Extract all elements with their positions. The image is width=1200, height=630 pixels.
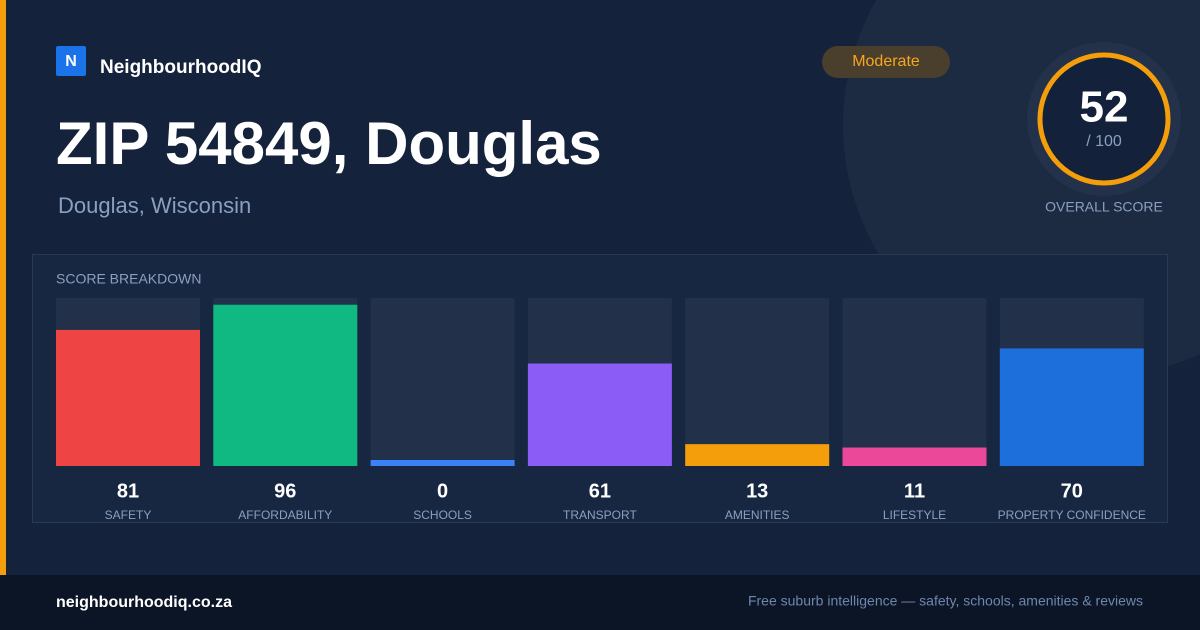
bar-value: 70 — [1061, 480, 1083, 502]
bar-value: 61 — [589, 480, 611, 502]
breakdown-title: SCORE BREAKDOWN — [56, 271, 201, 287]
brand-icon-letter: N — [65, 53, 77, 70]
badge-text: Moderate — [852, 53, 920, 70]
bar — [370, 460, 515, 466]
title: ZIP 54849, Douglas — [56, 110, 602, 177]
bar-label: AFFORDABILITY — [238, 508, 332, 522]
subtitle: Douglas, Wisconsin — [58, 193, 251, 218]
accent-stripe — [0, 0, 6, 575]
bar-label: SAFETY — [105, 508, 152, 522]
bar-label: AMENITIES — [725, 508, 790, 522]
score-max: / 100 — [1086, 133, 1122, 150]
brand-icon — [56, 46, 86, 76]
bar-label: SCHOOLS — [413, 508, 472, 522]
footer-tagline: Free suburb intelligence — safety, schoo… — [748, 593, 1143, 609]
bar-label: LIFESTYLE — [883, 508, 946, 522]
score-value: 52 — [1080, 83, 1129, 132]
bar-value: 13 — [746, 480, 768, 502]
bar-value: 96 — [274, 480, 296, 502]
bar — [685, 444, 830, 466]
bar-value: 11 — [904, 480, 925, 502]
bar-label: PROPERTY CONFIDENCE — [998, 508, 1146, 522]
bar-label: TRANSPORT — [563, 508, 637, 522]
badge — [822, 46, 950, 78]
bar — [56, 329, 200, 466]
score-label: OVERALL SCORE — [1045, 199, 1163, 215]
footer — [0, 575, 1200, 630]
score-ring — [1037, 52, 1171, 186]
bar — [213, 304, 358, 466]
bar-track — [685, 298, 830, 466]
bar-track — [370, 298, 515, 466]
brand: NeighbourhoodIQ — [100, 57, 261, 78]
bar-value: 81 — [117, 480, 139, 502]
footer-url: neighbourhoodiq.co.za — [56, 594, 232, 611]
bar — [999, 348, 1144, 466]
bar-track — [842, 298, 987, 466]
bar — [842, 447, 987, 466]
bar — [527, 363, 672, 466]
bar-value: 0 — [437, 480, 448, 502]
